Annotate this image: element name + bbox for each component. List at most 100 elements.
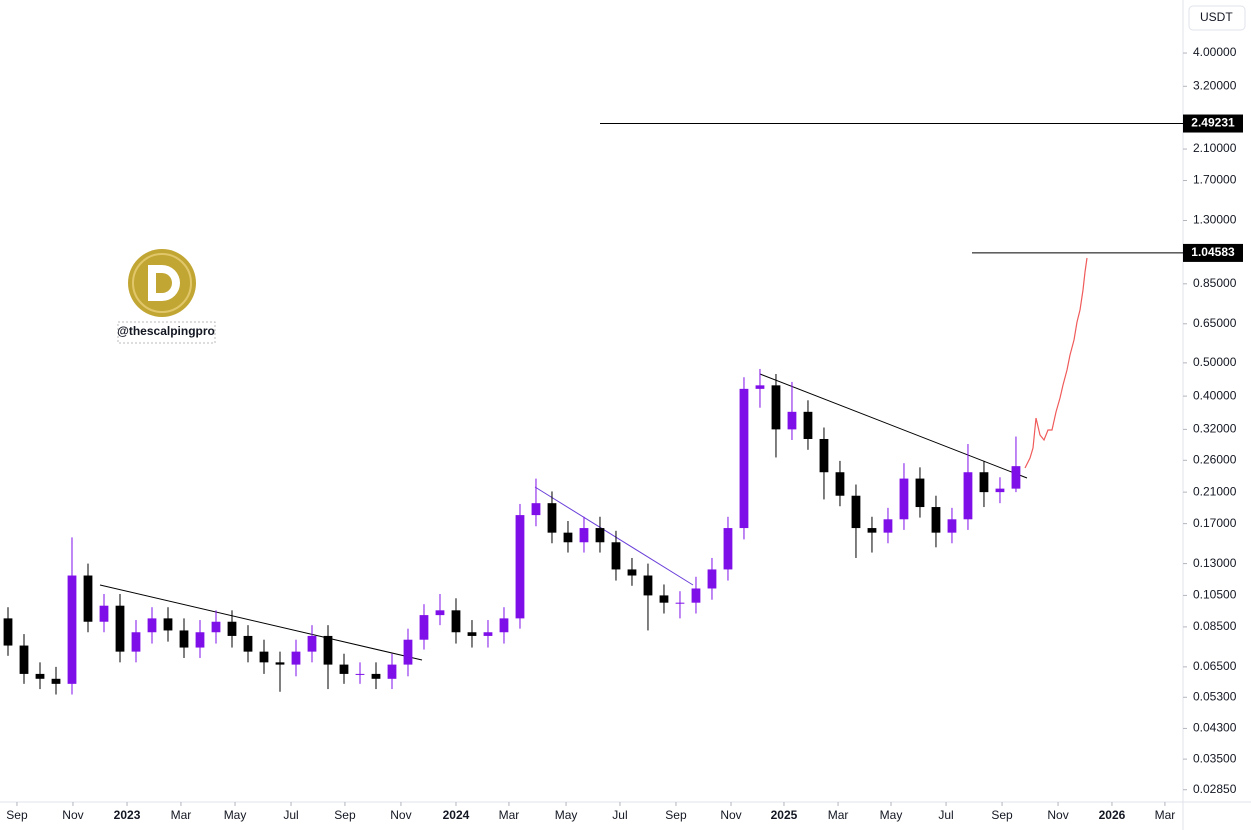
candle-body <box>195 632 205 648</box>
trendline[interactable] <box>759 373 1028 479</box>
candle-body <box>499 618 509 633</box>
x-tick-label: Jul <box>283 808 298 822</box>
candle-body <box>211 621 221 633</box>
y-tick-label: 0.02850 <box>1193 782 1237 796</box>
candle-body <box>51 678 61 684</box>
watermark-box <box>117 321 216 344</box>
x-tick-label: Nov <box>1047 808 1068 822</box>
candle-body <box>307 635 317 652</box>
logo-ring <box>132 253 192 313</box>
candle-body <box>643 575 653 596</box>
candle-body <box>419 615 429 640</box>
x-tick-label: Mar <box>171 808 192 822</box>
x-tick-label: 2024 <box>443 808 470 822</box>
candle-body <box>275 662 285 665</box>
candle-body <box>563 532 573 543</box>
candle-body <box>259 651 269 663</box>
candle-body <box>403 639 413 665</box>
y-tick-label: 0.26000 <box>1193 452 1237 466</box>
candle-body <box>483 632 493 636</box>
candle-body <box>691 588 701 603</box>
candle-body <box>3 618 13 646</box>
candle-body <box>915 478 925 508</box>
candle-body <box>787 411 797 430</box>
y-tick-label: 0.40000 <box>1193 388 1237 402</box>
candle-body <box>451 610 461 633</box>
y-tick-label: 0.13000 <box>1193 556 1237 570</box>
candle-body <box>931 507 941 533</box>
candle-body <box>435 610 445 616</box>
y-tick-label: 3.20000 <box>1193 78 1237 92</box>
candle-body <box>579 528 589 543</box>
y-tick-label: 0.17000 <box>1193 516 1237 530</box>
x-tick-label: Sep <box>665 808 687 822</box>
y-tick-label: 4.00000 <box>1193 45 1237 59</box>
candle-body <box>323 635 333 665</box>
y-tick-label: 2.10000 <box>1193 141 1237 155</box>
logo-d <box>148 265 180 301</box>
candle-body <box>755 385 765 389</box>
candle-body <box>851 495 861 529</box>
candle-body <box>595 528 605 543</box>
logo: @thescalpingpro <box>117 249 216 344</box>
candle-body <box>659 595 669 603</box>
candle-body <box>291 651 301 665</box>
candle-body <box>739 388 749 529</box>
x-tick-label: Nov <box>720 808 741 822</box>
y-tick-label: 0.50000 <box>1193 355 1237 369</box>
x-tick-label: 2025 <box>771 808 798 822</box>
trendline[interactable] <box>534 486 694 586</box>
x-tick-label: May <box>224 808 247 822</box>
y-tick-label: 0.06500 <box>1193 659 1237 673</box>
candle-body <box>531 503 541 516</box>
candles <box>3 368 1021 695</box>
candle-body <box>771 385 781 430</box>
x-tick-label: Mar <box>1155 808 1176 822</box>
y-tick-label: 1.30000 <box>1193 213 1237 227</box>
candle-body <box>979 472 989 493</box>
candle-body <box>547 503 557 533</box>
y-tick-label: 0.65000 <box>1193 316 1237 330</box>
candle-body <box>675 602 685 604</box>
candle-body <box>819 438 829 473</box>
x-tick-label: Jul <box>612 808 627 822</box>
x-tick-label: Sep <box>334 808 356 822</box>
currency-box[interactable] <box>1188 5 1246 31</box>
candle-body <box>163 618 173 631</box>
candle-body <box>899 478 909 520</box>
level-label-box <box>1183 243 1243 262</box>
level-label: 1.04583 <box>1191 245 1235 259</box>
candle-body <box>35 673 45 679</box>
level-label-box <box>1183 114 1243 133</box>
currency: USDT <box>1200 10 1233 24</box>
candle-body <box>611 542 621 570</box>
candle-body <box>147 618 157 633</box>
projection-path[interactable] <box>1024 257 1088 469</box>
candle-body <box>131 632 141 652</box>
candle-body <box>515 515 525 619</box>
candle-body <box>707 569 717 589</box>
candle-body <box>867 528 877 533</box>
y-tick-label: 0.03500 <box>1193 751 1237 765</box>
candle-body <box>387 664 397 679</box>
watermark: @thescalpingpro <box>117 324 215 338</box>
candle-body <box>243 635 253 652</box>
x-tick-label: Mar <box>828 808 849 822</box>
trendline[interactable] <box>99 584 423 661</box>
x-tick-label: Nov <box>62 808 83 822</box>
candle-body <box>723 528 733 570</box>
x-tick-label: May <box>555 808 578 822</box>
candle-body <box>467 632 477 636</box>
y-tick-label: 0.85000 <box>1193 276 1237 290</box>
x-tick-label: Nov <box>390 808 411 822</box>
candle-body <box>963 472 973 520</box>
y-tick-label: 0.10500 <box>1193 588 1237 602</box>
y-tick-label: 0.21000 <box>1193 484 1237 498</box>
level-label: 2.49231 <box>1191 116 1235 130</box>
x-tick-label: May <box>880 808 903 822</box>
x-tick-label: Mar <box>499 808 520 822</box>
candle-body <box>371 673 381 679</box>
x-tick-label: 2023 <box>114 808 141 822</box>
